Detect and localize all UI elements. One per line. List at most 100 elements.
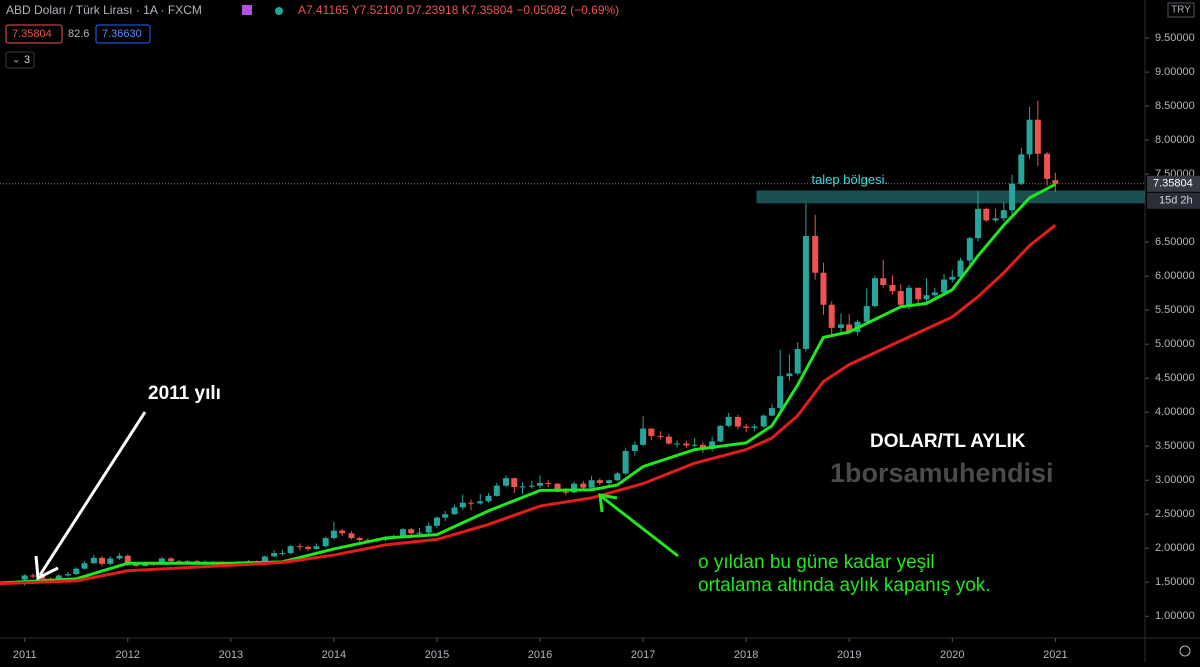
x-tick-label: 2016 (528, 649, 552, 661)
y-tick-label: 9.50000 (1155, 32, 1195, 44)
candle-body (442, 514, 449, 518)
y-tick-label: 6.00000 (1155, 270, 1195, 282)
candle-body (528, 485, 535, 487)
icon (242, 5, 252, 15)
candle-body (614, 473, 621, 481)
candle-body (923, 295, 930, 300)
candle-body (786, 373, 793, 377)
candle-body (725, 416, 732, 426)
x-tick-label: 2014 (322, 649, 346, 661)
y-tick-label: 4.00000 (1155, 406, 1195, 418)
countdown: 15d 2h (1159, 195, 1193, 207)
x-tick-label: 2013 (219, 649, 243, 661)
x-tick-label: 2012 (116, 649, 140, 661)
candle-body (116, 555, 123, 559)
candle-body (802, 236, 809, 349)
candle-body (356, 538, 363, 541)
symbol: ABD Doları / Türk Lirası · 1A · FXCM (6, 3, 202, 17)
candle-body (467, 502, 474, 504)
candle-body (863, 306, 870, 322)
currency: TRY (1171, 5, 1191, 16)
candle-body (631, 444, 638, 451)
currency-box[interactable] (1167, 2, 1195, 18)
candle-body (477, 501, 484, 504)
candle-body (837, 324, 844, 328)
demand-zone (756, 190, 1145, 204)
candle-body (992, 218, 999, 221)
candle-body (897, 291, 904, 305)
candle-body (983, 208, 990, 221)
moving-average (0, 223, 1057, 586)
candle-body (905, 287, 912, 305)
candle-body (683, 443, 690, 446)
ask: 7.36630 (102, 28, 142, 40)
x-tick-label: 2019 (837, 649, 861, 661)
moving-average (0, 183, 1057, 585)
y-tick-label: 5.00000 (1155, 338, 1195, 350)
candle-body (743, 426, 750, 428)
y-tick-label: 3.50000 (1155, 440, 1195, 452)
candle-body (107, 558, 114, 564)
candle-body (622, 450, 629, 474)
candle-body (580, 483, 587, 488)
candle-body (313, 546, 320, 549)
x-tick-label: 2021 (1043, 649, 1067, 661)
bid-box[interactable] (5, 24, 63, 44)
candle-body (296, 546, 303, 548)
annotation: 2011 yılı (148, 383, 221, 404)
candle-body (828, 304, 835, 328)
candle-body (261, 556, 268, 563)
candle-body (322, 538, 329, 547)
collapse-box[interactable] (5, 51, 35, 69)
candle-body (330, 530, 337, 539)
y-tick-label: 9.00000 (1155, 66, 1195, 78)
y-tick-label: 5.50000 (1155, 304, 1195, 316)
candle-body (511, 478, 518, 488)
y-tick-label: 1.00000 (1155, 610, 1195, 622)
candle-body (339, 530, 346, 534)
zone-label: talep bölgesi. (811, 172, 888, 187)
settings-icon[interactable] (1179, 645, 1191, 657)
candle-body (941, 279, 948, 293)
candle-body (503, 478, 510, 486)
candle-body (451, 507, 458, 515)
candle-body (709, 441, 716, 449)
candle-body (949, 276, 956, 280)
candle-body (1018, 154, 1025, 184)
candle-body (554, 483, 561, 492)
arrow-note (598, 493, 679, 558)
candle-body (537, 482, 544, 486)
price-label: 7.35804 (1153, 178, 1193, 190)
candle-body (691, 444, 698, 446)
candle-body (348, 533, 355, 539)
candle-body (271, 553, 278, 557)
candle-body (674, 443, 681, 445)
candle-body (880, 278, 887, 286)
candle-body (493, 485, 500, 496)
y-tick-label: 2.50000 (1155, 508, 1195, 520)
ask-box[interactable] (95, 24, 151, 44)
candle-body (657, 436, 664, 438)
candle-body (699, 444, 706, 449)
candle-body (665, 436, 672, 444)
y-tick-label: 3.00000 (1155, 474, 1195, 486)
candle-body (81, 563, 88, 569)
candle-body (846, 324, 853, 332)
candle-body (889, 285, 896, 292)
candle-body (73, 568, 80, 575)
price-label-box (1147, 175, 1200, 192)
candle-body (596, 480, 603, 483)
y-tick-label: 8.50000 (1155, 100, 1195, 112)
x-tick-label: 2015 (425, 649, 449, 661)
candle-body (124, 555, 131, 565)
status-dot (275, 7, 283, 15)
y-tick-label: 8.00000 (1155, 134, 1195, 146)
candle-body (545, 482, 552, 484)
candle-body (751, 426, 758, 428)
x-tick-label: 2018 (734, 649, 758, 661)
watermark: 1borsamuhendisi (830, 458, 1054, 488)
candle-body (99, 557, 106, 564)
candle-body (648, 428, 655, 437)
bid: 7.35804 (12, 28, 52, 40)
